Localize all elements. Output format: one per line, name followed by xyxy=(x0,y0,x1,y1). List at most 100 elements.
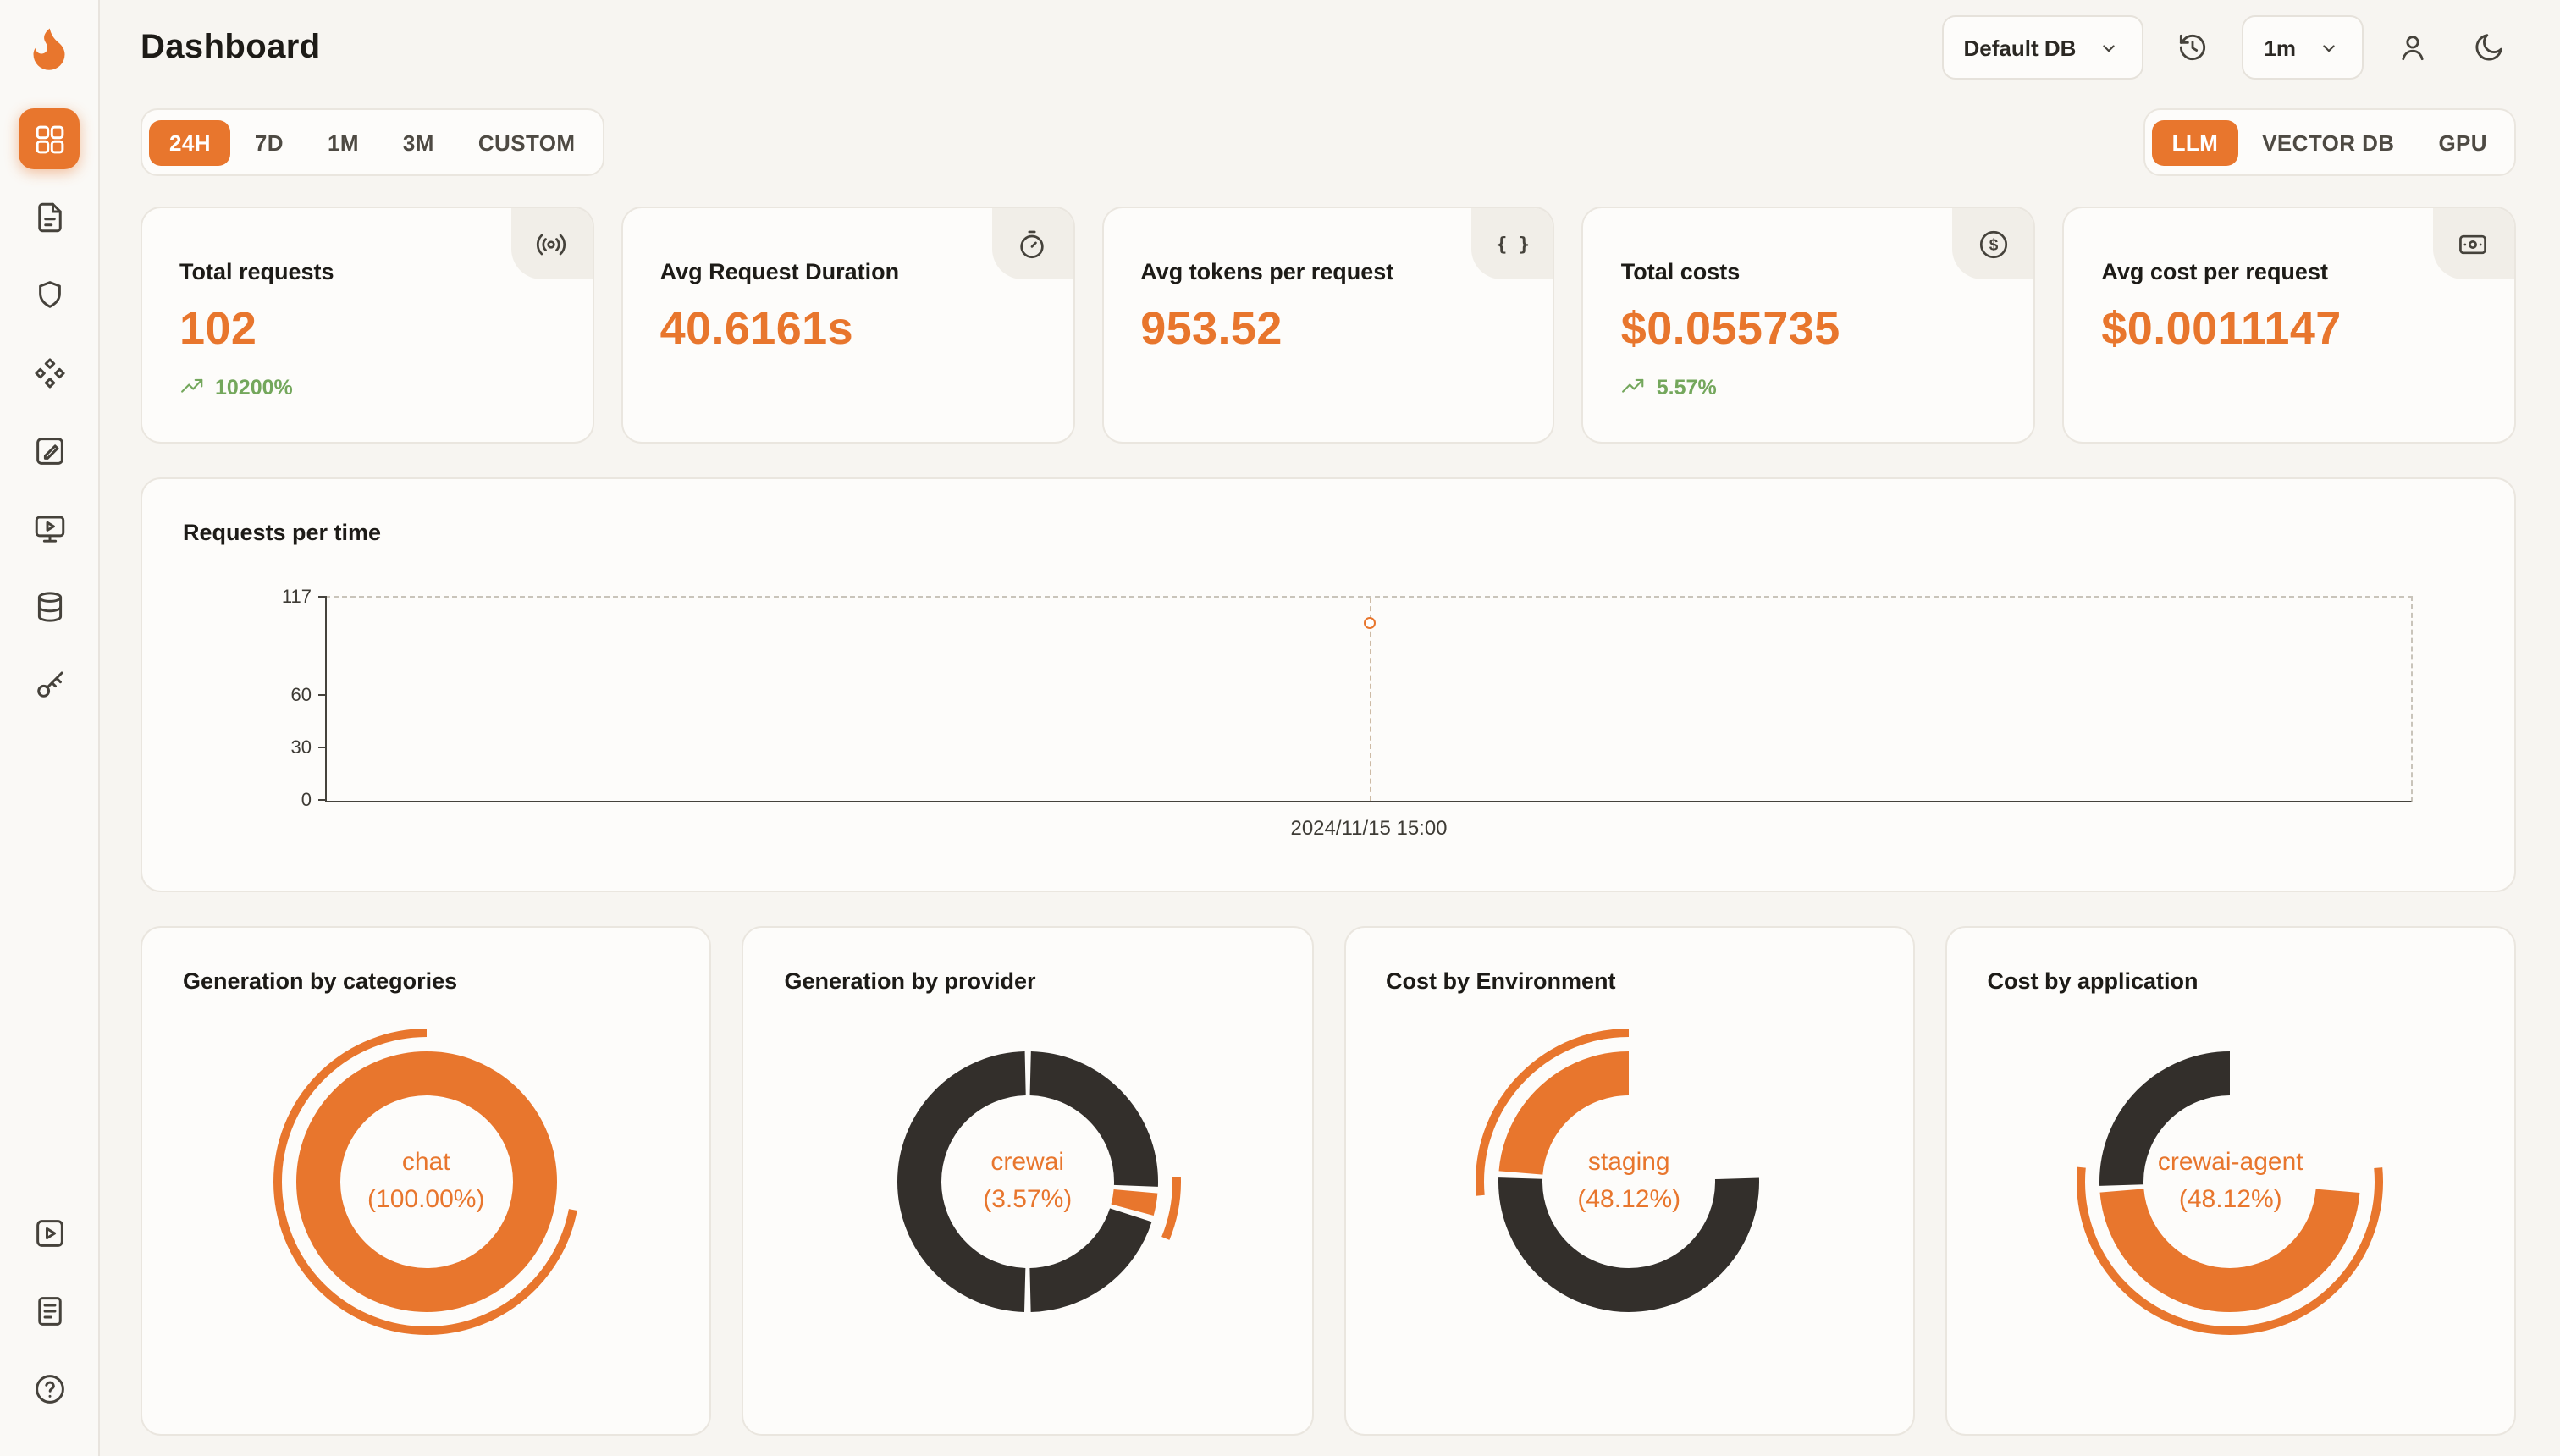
database-icon xyxy=(36,591,62,621)
line-plot[interactable]: 0 30 60 117 xyxy=(282,587,2413,811)
dollar-circle-icon: $ xyxy=(1979,229,2007,258)
stat-label: Avg tokens per request xyxy=(1140,259,1394,284)
sidebar-item-playground[interactable] xyxy=(19,498,80,559)
donut-chart-application[interactable]: crewai-agent (48.12%) xyxy=(2070,1021,2392,1343)
trending-up-icon xyxy=(181,378,203,393)
user-icon xyxy=(2402,36,2424,61)
sidebar-item-docs[interactable] xyxy=(19,1280,80,1341)
stat-value: 102 xyxy=(179,303,257,354)
crosshair-line xyxy=(1369,598,1371,801)
database-select[interactable]: Default DB xyxy=(1941,15,2144,80)
chevron-down-icon xyxy=(2323,44,2335,52)
svg-text:$: $ xyxy=(1989,236,1998,254)
stat-card-total-requests: Total requests 102 10200% xyxy=(141,207,594,444)
donut-svg xyxy=(273,1029,580,1335)
stat-label: Total requests xyxy=(179,259,334,284)
refresh-interval-select[interactable]: 1m xyxy=(2242,15,2364,80)
chart-title: Generation by provider xyxy=(784,968,1036,994)
data-point[interactable] xyxy=(1363,617,1375,630)
sidebar-item-integrations[interactable] xyxy=(19,342,80,403)
header: Dashboard Default DB 1m xyxy=(100,0,2560,95)
moon-icon xyxy=(2475,34,2502,61)
cost-by-environment-card: Cost by Environment staging (48.12%) xyxy=(1343,926,1915,1436)
tab-gpu[interactable]: GPU xyxy=(2438,130,2487,155)
sidebar-item-help[interactable] xyxy=(19,1358,80,1419)
shield-icon xyxy=(38,280,60,307)
stat-trend: 5.57% xyxy=(1621,374,1997,400)
refresh-history-button[interactable] xyxy=(2166,20,2220,74)
y-axis-tick-label: 30 xyxy=(290,738,312,759)
time-range-tabs: 24H 7D 1M 3M CUSTOM xyxy=(141,108,604,176)
chart-title: Generation by categories xyxy=(183,968,458,994)
donut-chart-provider[interactable]: crewai (3.57%) xyxy=(867,1021,1189,1343)
stat-trend-value: 10200% xyxy=(215,375,293,399)
sidebar xyxy=(0,0,100,1456)
stat-icon-badge: $ xyxy=(1952,208,2034,279)
evaluations-icon xyxy=(36,437,63,464)
docs-icon xyxy=(37,1296,61,1325)
source-tabs: LLM VECTOR DB GPU xyxy=(2143,108,2516,176)
chart-title: Requests per time xyxy=(183,520,382,545)
content: 24H 7D 1M 3M CUSTOM LLM VECTOR DB GPU xyxy=(100,95,2560,1456)
dark-mode-toggle[interactable] xyxy=(2462,20,2516,74)
refresh-interval-value: 1m xyxy=(2264,35,2296,60)
line-chart: 0 30 60 117 2024/11/15 15:00 xyxy=(282,587,2413,840)
chevron-down-icon xyxy=(2103,44,2116,52)
sidebar-item-exceptions[interactable] xyxy=(19,264,80,325)
tab-24h[interactable]: 24H xyxy=(149,119,231,165)
stat-label: Avg cost per request xyxy=(2101,259,2328,284)
tab-1m[interactable]: 1M xyxy=(327,130,359,155)
stat-card-avg-request-duration: Avg Request Duration 40.6161s xyxy=(621,207,1075,444)
sidebar-item-traces[interactable] xyxy=(19,186,80,247)
braces-icon: { } xyxy=(1497,233,1529,255)
donut-chart-environment[interactable]: staging (48.12%) xyxy=(1468,1021,1790,1343)
stat-value: $0.055735 xyxy=(1620,303,1840,354)
tab-vector-db[interactable]: VECTOR DB xyxy=(2262,130,2395,155)
trending-up-icon xyxy=(1622,378,1645,393)
sidebar-item-databases[interactable] xyxy=(19,576,80,637)
tab-3m[interactable]: 3M xyxy=(402,130,434,155)
stat-card-total-costs: $ Total costs $0.055735 5.57% xyxy=(1581,207,2036,444)
database-select-value: Default DB xyxy=(1963,35,2077,60)
getting-started-icon xyxy=(36,1219,63,1246)
cost-by-application-card: Cost by application crewai-agent (48.12%… xyxy=(1945,926,2516,1436)
donut-svg xyxy=(2077,1029,2384,1335)
dashboard-icon xyxy=(35,124,63,153)
generation-by-provider-card: Generation by provider crewai (3.57%) xyxy=(742,926,1313,1436)
donut-row: Generation by categories chat (100.00%) … xyxy=(141,926,2516,1436)
donut-svg xyxy=(874,1029,1181,1335)
user-menu-button[interactable] xyxy=(2386,20,2440,74)
stat-icon-badge xyxy=(991,208,1073,279)
requests-per-time-card: Requests per time 0 30 60 117 2024/11/15 15… xyxy=(141,477,2516,892)
header-controls: Default DB 1m xyxy=(1941,15,2517,80)
stat-card-avg-cost-per-request: Avg cost per request $0.0011147 xyxy=(2062,207,2516,444)
sidebar-item-evaluations[interactable] xyxy=(19,420,80,481)
y-axis-tick-label: 0 xyxy=(301,791,312,811)
chart-title: Cost by Environment xyxy=(1386,968,1616,994)
stat-label: Avg Request Duration xyxy=(659,259,900,284)
stat-card-avg-tokens-per-request: { } Avg tokens per request 953.52 xyxy=(1101,207,1555,444)
x-axis-label: 2024/11/15 15:00 xyxy=(1290,816,1448,840)
playground-icon xyxy=(34,515,64,542)
tab-llm[interactable]: LLM xyxy=(2151,119,2239,165)
traces-icon xyxy=(37,201,61,232)
tab-7d[interactable]: 7D xyxy=(254,130,284,155)
donut-chart-categories[interactable]: chat (100.00%) xyxy=(265,1021,587,1343)
stat-label: Total costs xyxy=(1620,259,1741,284)
card-icon xyxy=(2460,234,2487,254)
main-column: Dashboard Default DB 1m xyxy=(100,0,2560,1456)
stat-trend: 10200% xyxy=(179,374,555,400)
stat-trend-value: 5.57% xyxy=(1656,375,1717,399)
radio-icon xyxy=(537,233,566,255)
page-title: Dashboard xyxy=(141,28,321,65)
tabs-row: 24H 7D 1M 3M CUSTOM LLM VECTOR DB GPU xyxy=(141,108,2516,176)
sidebar-item-api-keys[interactable] xyxy=(19,654,80,714)
sidebar-item-getting-started[interactable] xyxy=(19,1202,80,1263)
integrations-icon xyxy=(34,357,64,388)
generation-by-categories-card: Generation by categories chat (100.00%) xyxy=(141,926,712,1436)
tab-custom[interactable]: CUSTOM xyxy=(477,130,576,155)
svg-text:{ }: { } xyxy=(1497,233,1529,255)
sidebar-item-dashboard[interactable] xyxy=(19,108,80,169)
y-axis-tick-label: 117 xyxy=(281,587,312,608)
